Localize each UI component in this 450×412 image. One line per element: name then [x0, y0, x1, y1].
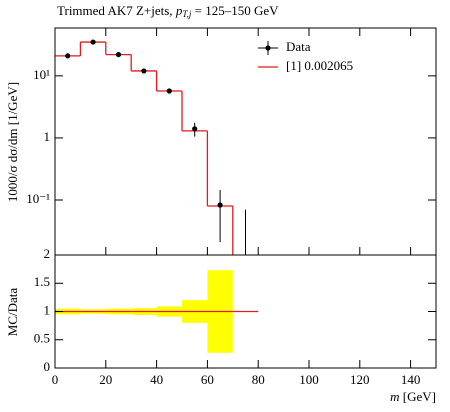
data-point — [65, 53, 71, 59]
data-point — [217, 202, 223, 208]
y-tick-label: 0 — [44, 359, 51, 374]
data-point — [243, 272, 248, 277]
legend-label: Data — [286, 39, 311, 54]
title-text: T,j — [182, 9, 192, 19]
data-point — [115, 51, 122, 58]
data-point — [192, 126, 198, 132]
x-tick-label: 140 — [401, 372, 421, 387]
data-point — [90, 39, 96, 45]
x-axis-label: m [GeV] — [390, 389, 436, 404]
y-tick-label: 1 — [44, 302, 51, 317]
y-axis-label: MC/Data — [5, 288, 20, 337]
chart-title: Trimmed AK7 Z+jets, pT,j = 125–150 GeV — [57, 3, 279, 19]
y-tick-label: 10¹ — [33, 67, 50, 82]
title-text: Trimmed AK7 Z+jets, — [57, 3, 176, 18]
title-text: p — [175, 3, 183, 18]
x-label-text: [GeV] — [400, 389, 436, 404]
x-label-text: m — [390, 389, 399, 404]
top-plot — [55, 39, 248, 277]
title-text: = 125–150 GeV — [191, 3, 279, 18]
data-point — [166, 88, 172, 94]
x-tick-label: 40 — [150, 372, 163, 387]
y-tick-label: 10⁻¹ — [26, 191, 50, 206]
x-tick-label: 20 — [99, 372, 112, 387]
x-tick-label: 0 — [52, 372, 59, 387]
y-axis-label: 1000/σ dσ/dm [1/GeV] — [5, 82, 20, 202]
y-tick-label: 1 — [44, 129, 51, 144]
legend-label: [1] 0.002065 — [286, 58, 353, 73]
y-tick-label: 0.5 — [34, 331, 50, 346]
x-tick-label: 100 — [299, 372, 319, 387]
y-tick-label: 2 — [44, 246, 51, 261]
x-tick-label: 60 — [201, 372, 214, 387]
x-tick-label: 120 — [350, 372, 370, 387]
ratio-plot — [55, 270, 259, 353]
y-tick-label: 1.5 — [34, 274, 50, 289]
legend-marker — [265, 45, 271, 51]
x-tick-label: 80 — [252, 372, 265, 387]
data-point — [141, 68, 147, 74]
